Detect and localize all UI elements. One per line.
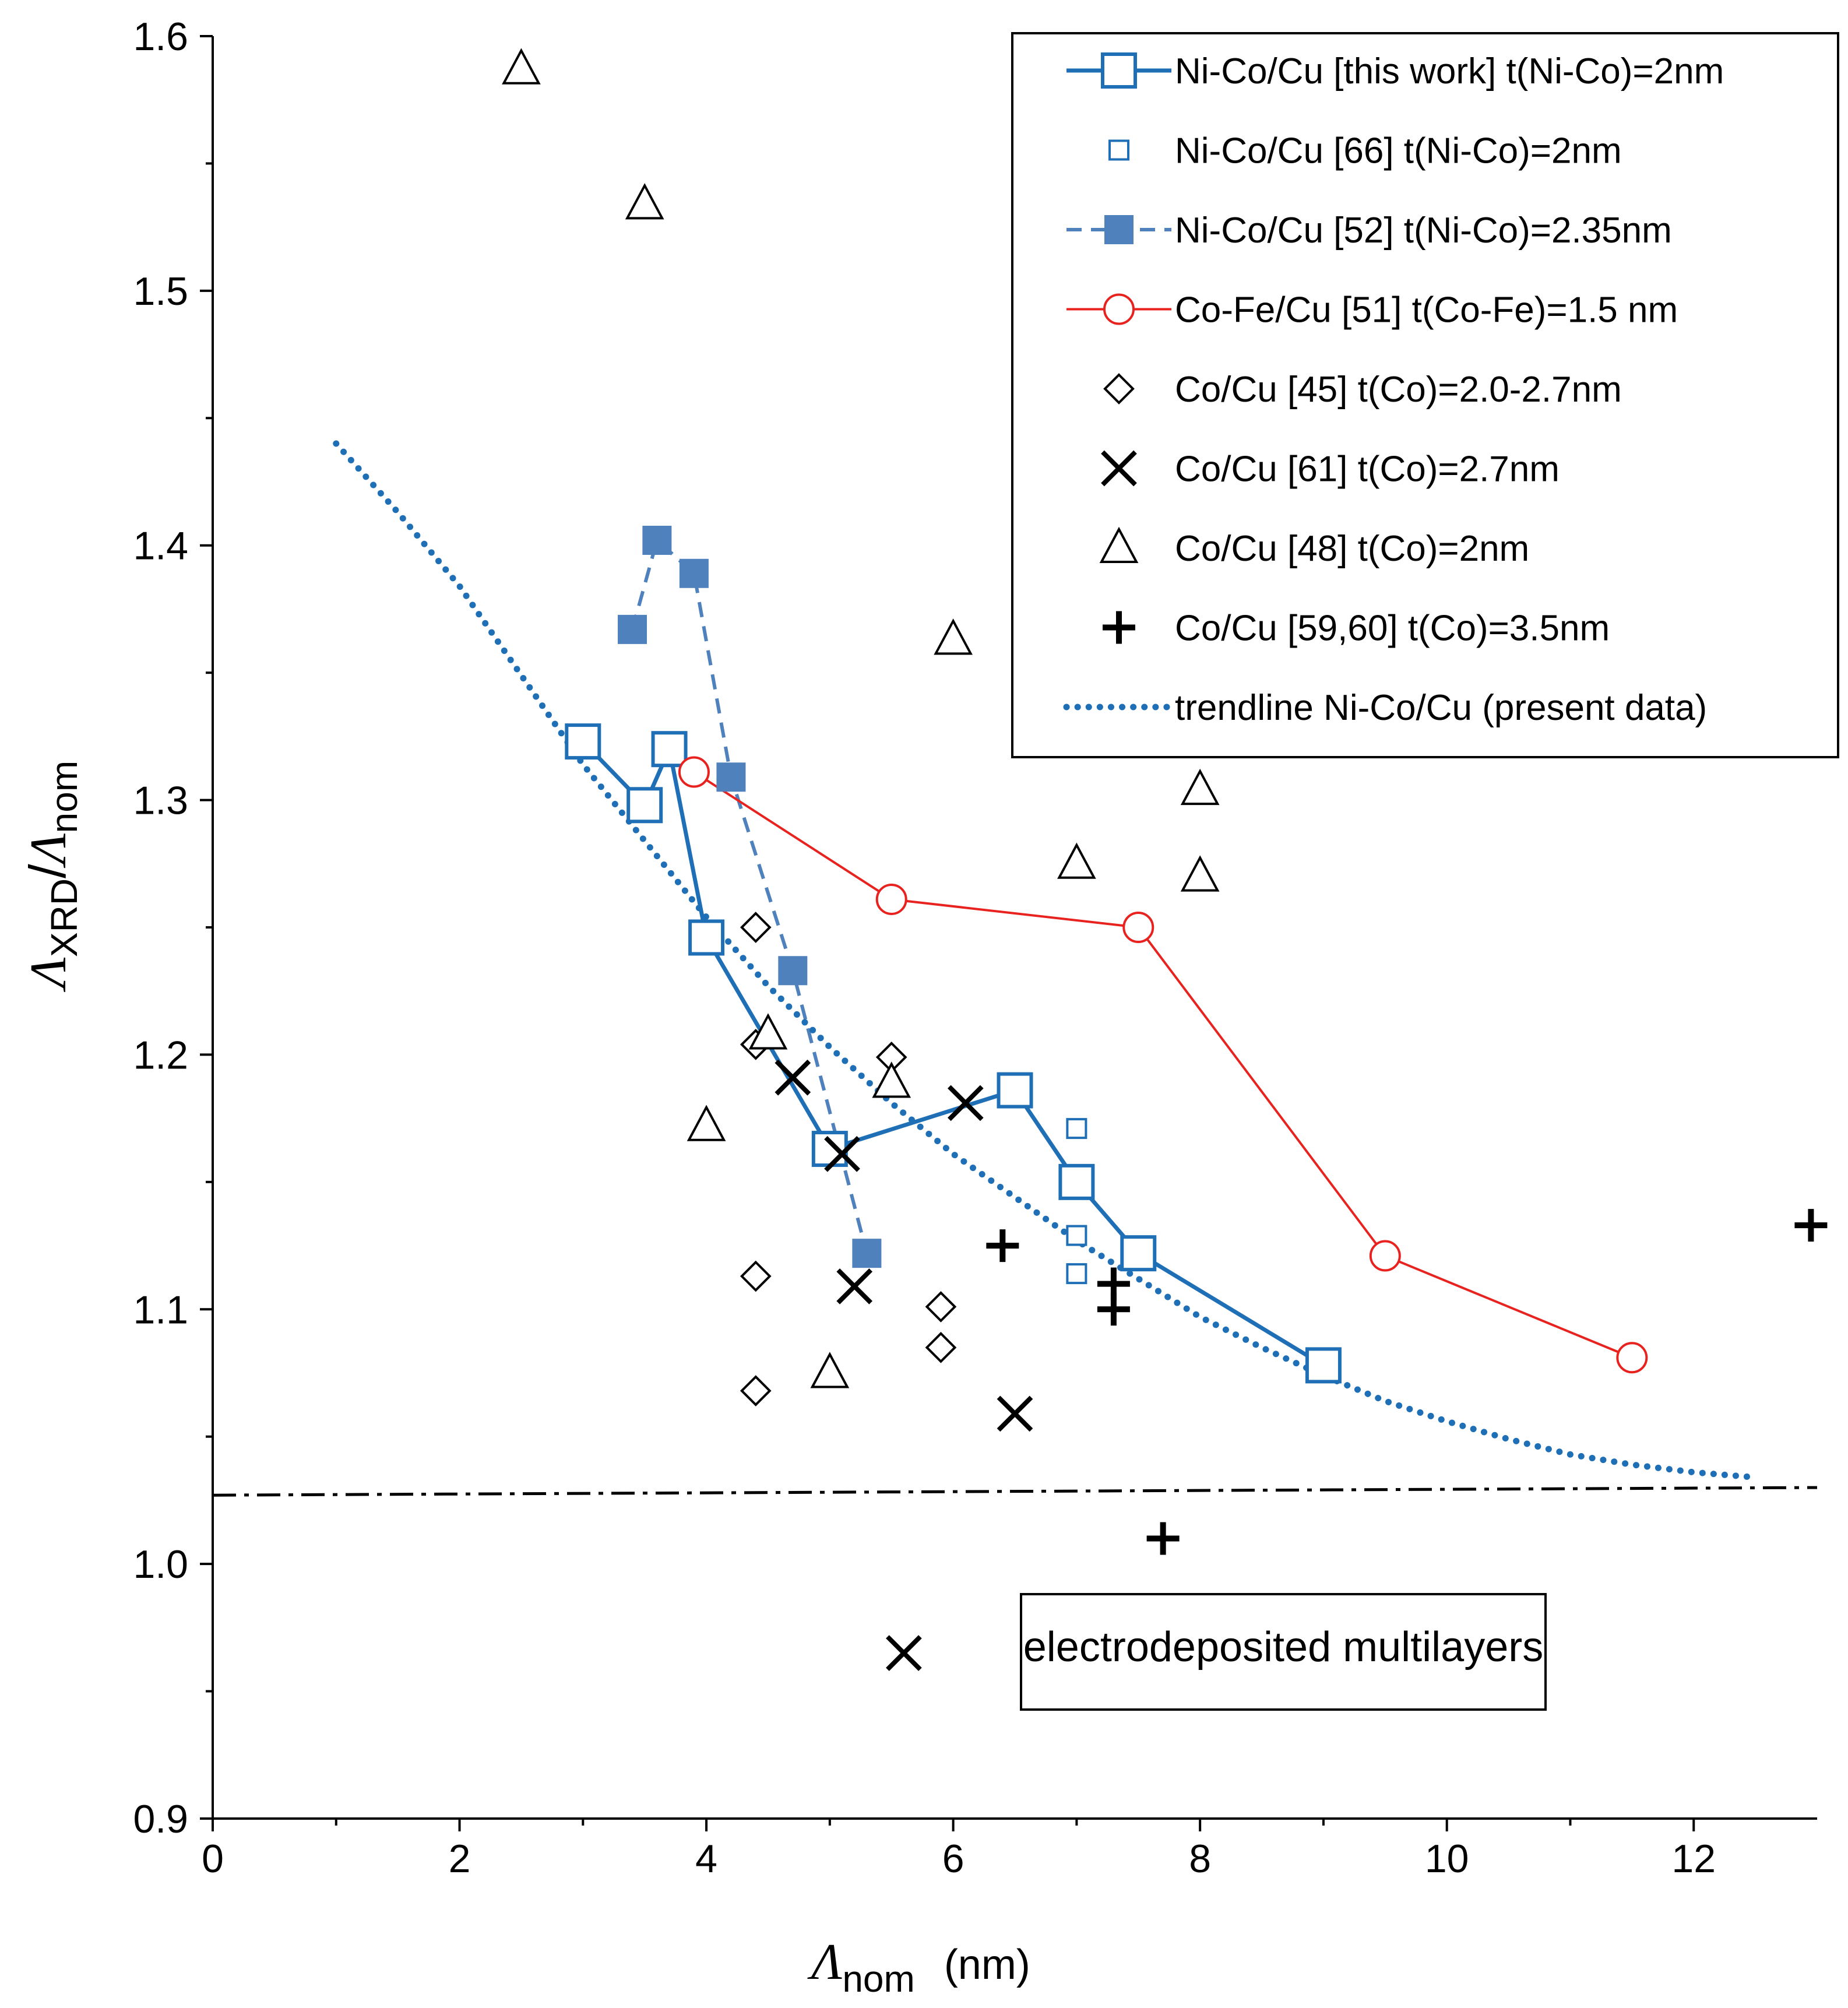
series-6-point <box>810 1352 850 1388</box>
legend-label-1: Ni-Co/Cu [66] t(Ni-Co)=2nm <box>1175 131 1622 171</box>
series-6-point <box>502 48 541 85</box>
series-5-point <box>947 1085 984 1121</box>
legend-label-6: Co/Cu [48] t(Co)=2nm <box>1175 529 1529 569</box>
series-0-point <box>1305 1347 1342 1384</box>
x-tick-label: 8 <box>1189 1837 1211 1881</box>
y-tick-label: 1.1 <box>133 1288 188 1332</box>
axis-titles: Λnom (nm) ΛXRD/Λnom <box>19 761 1030 2000</box>
legend-marker-6 <box>1099 526 1139 563</box>
x-tick-label: 12 <box>1671 1837 1716 1881</box>
y-tick-label: 1.4 <box>133 524 188 568</box>
series-6-point <box>934 618 973 655</box>
series-2-point <box>642 525 672 555</box>
legend-marker-5 <box>1101 450 1137 487</box>
series-0-point <box>1058 1163 1095 1200</box>
axes-group: 0.9 1.0 1.1 1.2 1.3 1.4 1.5 1.6 0 2 4 6 8 10 12 <box>133 15 1817 1881</box>
legend-marker-2 <box>1104 215 1134 244</box>
series-5-point <box>775 1059 811 1096</box>
annotation-box <box>1020 1593 1547 1711</box>
series-1-point <box>1066 1263 1087 1285</box>
series-0-point <box>688 919 725 956</box>
series-2-point <box>618 614 647 644</box>
legend-marker-3 <box>1103 293 1135 325</box>
series-6-point <box>625 183 664 220</box>
y-tick-label: 1.0 <box>133 1542 188 1587</box>
series-3-point <box>875 883 907 915</box>
series-6-point <box>748 1013 788 1050</box>
series-5-point <box>997 1395 1033 1432</box>
series-4-point <box>740 1375 772 1406</box>
y-tick-label: 1.6 <box>133 15 188 59</box>
legend-label-3: Co-Fe/Cu [51] t(Co-Fe)=1.5 nm <box>1175 290 1678 330</box>
series-2-point <box>778 956 808 986</box>
annotation-group: electrodeposited multilayers <box>1020 1593 1547 1711</box>
x-tick-label: 10 <box>1425 1837 1469 1881</box>
series-0-point <box>811 1131 848 1167</box>
x-tick-label: 2 <box>449 1837 471 1881</box>
x-axis-title: Λnom (nm) <box>807 1934 1030 2000</box>
series-0-point <box>565 723 601 760</box>
series-6-point <box>687 1105 726 1141</box>
annotation-text: electrodeposited multilayers <box>1023 1624 1543 1671</box>
legend-marker-7 <box>1103 611 1135 644</box>
y-axis-title: ΛXRD/Λnom <box>19 761 85 992</box>
legend-label-2: Ni-Co/Cu [52] t(Ni-Co)=2.35nm <box>1175 210 1672 251</box>
series-6-point <box>1180 855 1220 892</box>
series-6-point <box>1057 842 1096 879</box>
series-7-point <box>1146 1522 1180 1555</box>
legend-label-4: Co/Cu [45] t(Co)=2.0-2.7nm <box>1175 370 1622 410</box>
legend-marker-4 <box>1103 373 1135 405</box>
series-0-point <box>1120 1235 1157 1272</box>
x-tick-label: 4 <box>695 1837 717 1881</box>
series-4-point <box>925 1331 957 1363</box>
series-4-point <box>740 1260 772 1292</box>
series-line-2 <box>631 537 869 1254</box>
series-5-point <box>824 1135 860 1172</box>
reference-line <box>212 1486 1818 1497</box>
series-3-point <box>1616 1342 1648 1374</box>
series-0-point <box>626 787 663 824</box>
series-6-point <box>1180 768 1220 806</box>
series-markers-group <box>502 48 1828 1671</box>
legend-marker-1 <box>1108 139 1129 161</box>
series-3-point <box>1369 1240 1401 1272</box>
series-4-point <box>925 1291 957 1323</box>
series-4-point <box>740 912 772 943</box>
series-7-point <box>1794 1209 1828 1242</box>
series-2-point <box>679 558 709 588</box>
legend: Ni-Co/Cu [this work] t(Ni-Co)=2nm Ni-Co/C… <box>1011 32 1839 758</box>
series-2-point <box>716 762 746 792</box>
legend-label-5: Co/Cu [61] t(Co)=2.7nm <box>1175 449 1560 490</box>
x-tick-label: 0 <box>202 1837 224 1881</box>
series-7-point <box>986 1229 1019 1263</box>
x-tick-label: 6 <box>942 1837 965 1881</box>
legend-box <box>1011 32 1839 758</box>
legend-marker-0 <box>1101 52 1137 89</box>
series-3-point <box>678 756 710 788</box>
legend-label-0: Ni-Co/Cu [this work] t(Ni-Co)=2nm <box>1175 51 1724 92</box>
series-3-point <box>1122 912 1154 943</box>
series-5-point <box>836 1268 873 1304</box>
series-5-point <box>886 1635 922 1671</box>
series-0-point <box>997 1072 1033 1109</box>
y-tick-label: 1.5 <box>133 269 188 314</box>
y-tick-label: 1.2 <box>133 1033 188 1077</box>
y-tick-label: 0.9 <box>133 1797 188 1841</box>
series-2-point <box>852 1239 882 1268</box>
y-tick-label: 1.3 <box>133 779 188 823</box>
reference-line-group <box>212 1486 1818 1497</box>
legend-label-7: Co/Cu [59,60] t(Co)=3.5nm <box>1175 609 1610 649</box>
series-0-point <box>651 731 688 768</box>
legend-label-8: trendline Ni-Co/Cu (present data) <box>1175 688 1707 728</box>
series-6-point <box>872 1061 911 1098</box>
series-1-point <box>1066 1225 1087 1246</box>
series-7-point <box>1097 1293 1130 1326</box>
series-1-point <box>1066 1118 1087 1140</box>
